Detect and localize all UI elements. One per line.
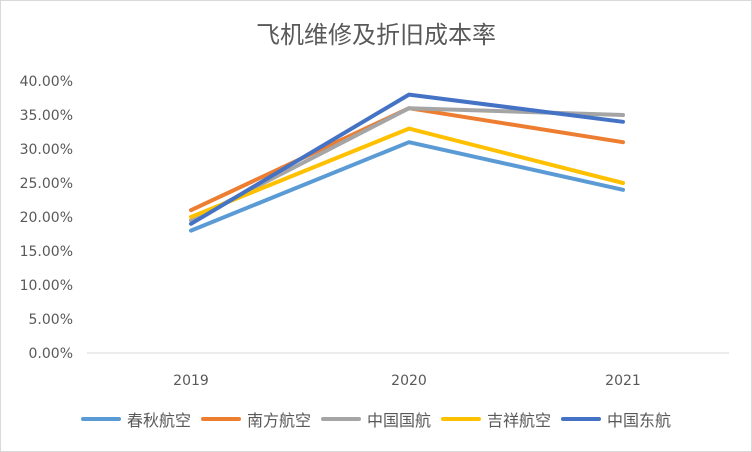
y-tick-label: 5.00% [29,312,73,328]
legend-swatch [441,417,481,421]
series-line-4 [189,126,625,219]
y-tick-label: 0.00% [29,346,73,362]
legend-item: 南方航空 [200,407,311,431]
y-tick-label: 25.00% [20,176,73,192]
y-tick-label: 15.00% [20,244,73,260]
y-tick-label: 20.00% [20,210,73,226]
legend-label: 中国东航 [607,411,672,430]
legend-swatch [320,417,361,421]
legend-label: 南方航空 [246,411,311,430]
x-tick-label: 2019 [173,373,209,389]
legend-item: 中国东航 [561,407,671,431]
legend-item: 吉祥航空 [441,407,551,431]
series-line-5 [189,92,625,226]
legend-label: 中国国航 [366,411,431,430]
legend-swatch [561,417,602,421]
legend: 春秋航空 南方航空 中国国航 吉祥航空 中国东航 [1,407,751,431]
x-tick-label: 2021 [605,373,641,389]
x-tick-label: 2020 [391,373,427,389]
series-line-1 [189,140,625,233]
chart-title: 飞机维修及折旧成本率 [256,21,496,49]
legend-item: 中国国航 [320,407,431,431]
series-line-2 [189,106,625,213]
legend-label: 吉祥航空 [487,411,552,430]
legend-swatch [80,417,121,421]
y-tick-label: 40.00% [20,74,73,90]
legend-label: 春秋航空 [126,411,191,430]
y-tick-label: 35.00% [20,108,73,124]
legend-swatch [200,417,241,421]
y-tick-label: 10.00% [20,278,73,294]
y-tick-label: 30.00% [20,142,73,158]
legend-item: 春秋航空 [80,407,191,431]
